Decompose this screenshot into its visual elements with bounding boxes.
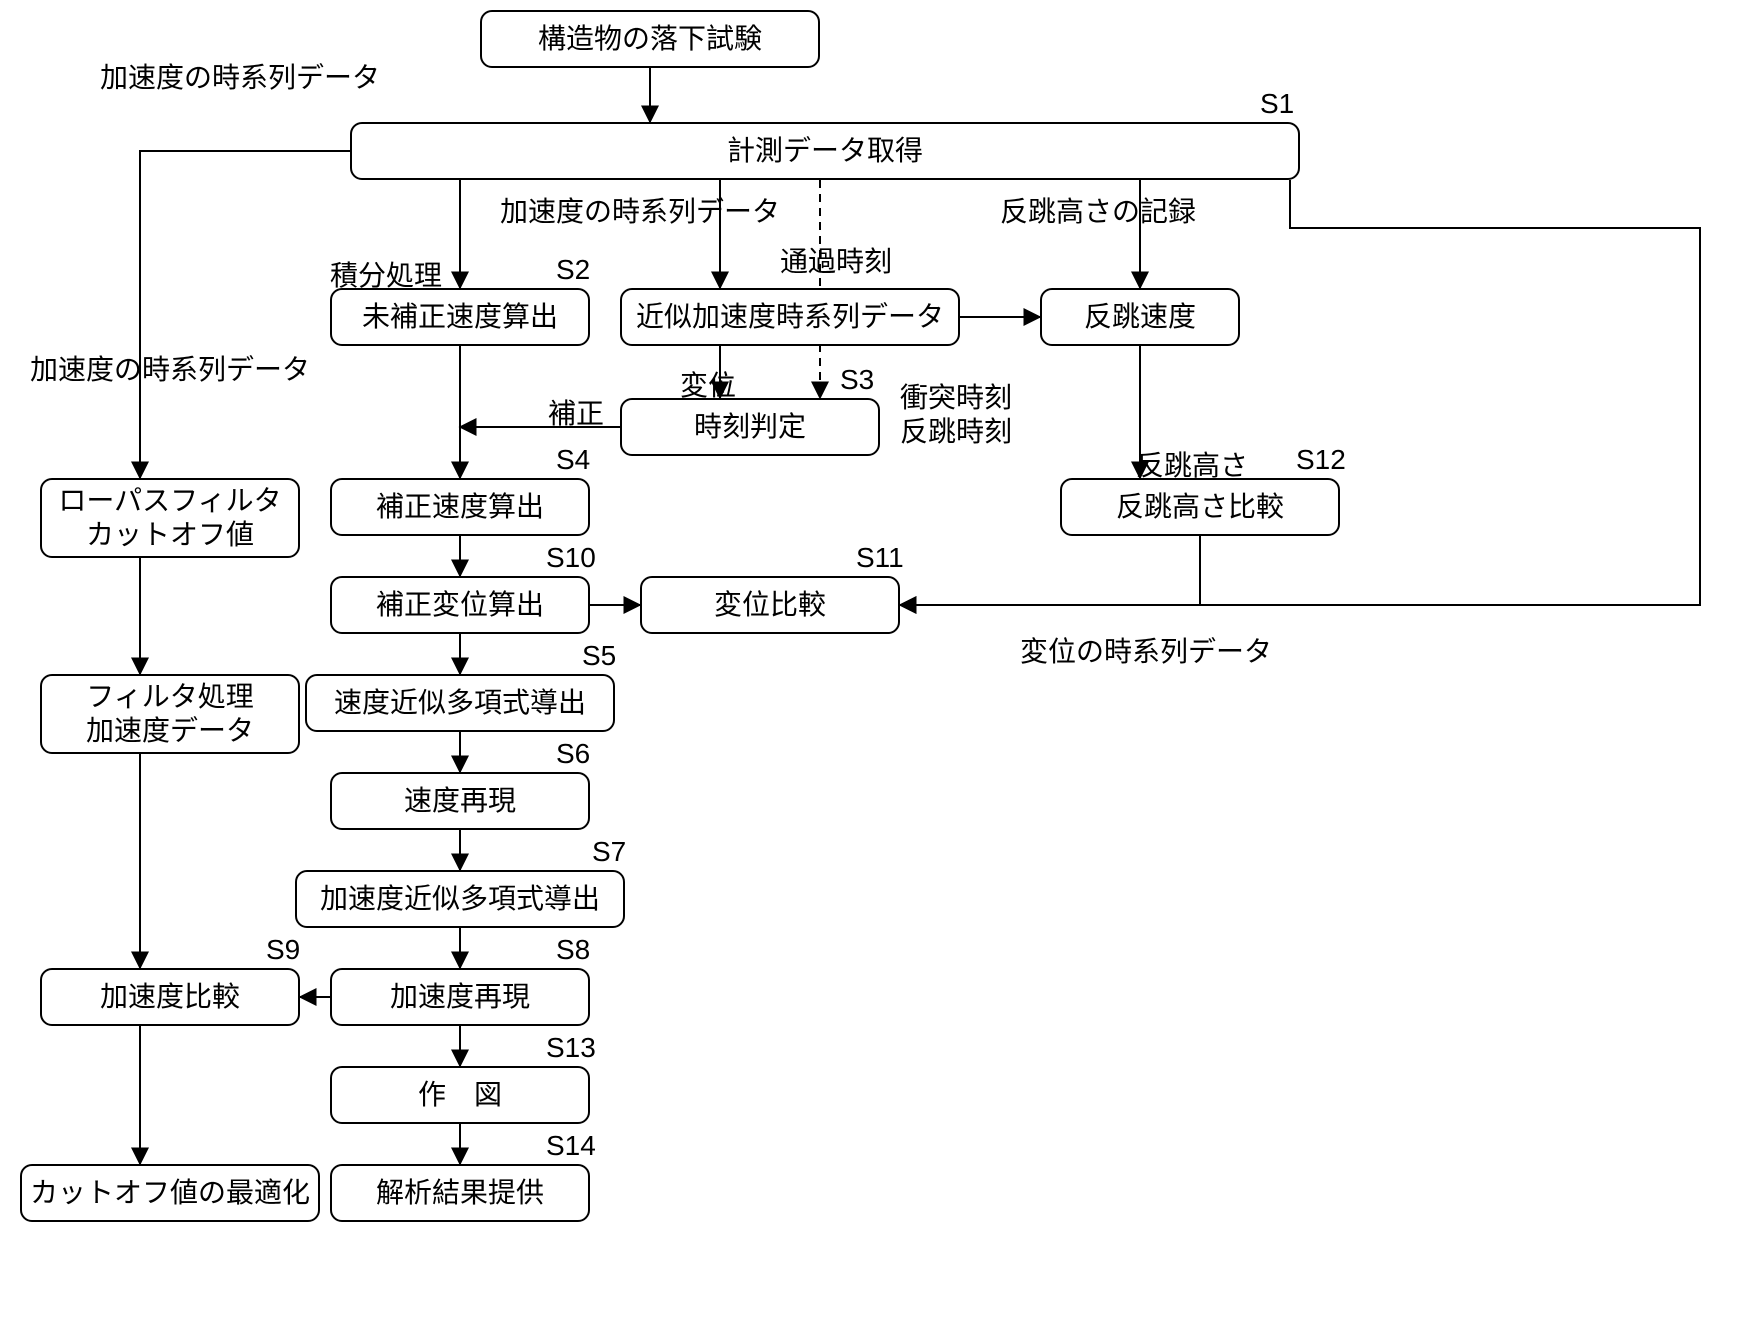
- step-tag: S8: [556, 934, 590, 966]
- node-n_s12: 反跳高さ比較: [1060, 478, 1340, 536]
- step-tag: S10: [546, 542, 596, 574]
- node-n_s8: 加速度再現: [330, 968, 590, 1026]
- step-tag: S14: [546, 1130, 596, 1162]
- edge: [900, 180, 1700, 605]
- edge-label: 変位: [680, 364, 736, 404]
- node-n_start: 構造物の落下試験: [480, 10, 820, 68]
- node-n_s4: 補正速度算出: [330, 478, 590, 536]
- edges-layer: [0, 0, 1764, 1338]
- edge-label: 反跳時刻: [900, 410, 1012, 450]
- step-tag: S1: [1260, 88, 1294, 120]
- node-n_s11: 変位比較: [640, 576, 900, 634]
- node-n_s10: 補正変位算出: [330, 576, 590, 634]
- node-n_s5: 速度近似多項式導出: [305, 674, 615, 732]
- edge: [140, 151, 350, 478]
- node-n_s6: 速度再現: [330, 772, 590, 830]
- node-n_s1: 計測データ取得: [350, 122, 1300, 180]
- node-n_s3: 時刻判定: [620, 398, 880, 456]
- edge-label: 積分処理: [330, 254, 442, 294]
- node-n_s7: 加速度近似多項式導出: [295, 870, 625, 928]
- step-tag: S9: [266, 934, 300, 966]
- step-tag: S11: [856, 542, 904, 574]
- edge-label: 加速度の時系列データ: [500, 190, 780, 230]
- edge-label: 変位の時系列データ: [1020, 630, 1272, 670]
- edge-label: 通過時刻: [780, 240, 892, 280]
- node-n_filter: フィルタ処理 加速度データ: [40, 674, 300, 754]
- step-tag: S3: [840, 364, 874, 396]
- node-n_s9: 加速度比較: [40, 968, 300, 1026]
- node-n_s2: 未補正速度算出: [330, 288, 590, 346]
- step-tag: S6: [556, 738, 590, 770]
- node-n_rebound: 反跳速度: [1040, 288, 1240, 346]
- edge-label: 加速度の時系列データ: [30, 348, 310, 388]
- step-tag: S13: [546, 1032, 596, 1064]
- flowchart-canvas: 構造物の落下試験計測データ取得未補正速度算出近似加速度時系列データ 反跳速度時刻判…: [0, 0, 1764, 1338]
- node-n_lpf: ローパスフィルタ カットオフ値: [40, 478, 300, 558]
- node-n_s13: 作 図: [330, 1066, 590, 1124]
- edge-label: 反跳高さ: [1136, 444, 1248, 484]
- step-tag: S5: [582, 640, 616, 672]
- step-tag: S7: [592, 836, 626, 868]
- node-n_cutoff: カットオフ値の最適化: [20, 1164, 320, 1222]
- step-tag: S4: [556, 444, 590, 476]
- node-n_approx: 近似加速度時系列データ: [620, 288, 960, 346]
- edge-label: 加速度の時系列データ: [100, 56, 380, 96]
- step-tag: S12: [1296, 444, 1346, 476]
- step-tag: S2: [556, 254, 590, 286]
- edge-label: 補正: [548, 392, 604, 432]
- node-n_s14: 解析結果提供: [330, 1164, 590, 1222]
- edge: [900, 536, 1200, 605]
- edge-label: 反跳高さの記録: [1000, 190, 1196, 230]
